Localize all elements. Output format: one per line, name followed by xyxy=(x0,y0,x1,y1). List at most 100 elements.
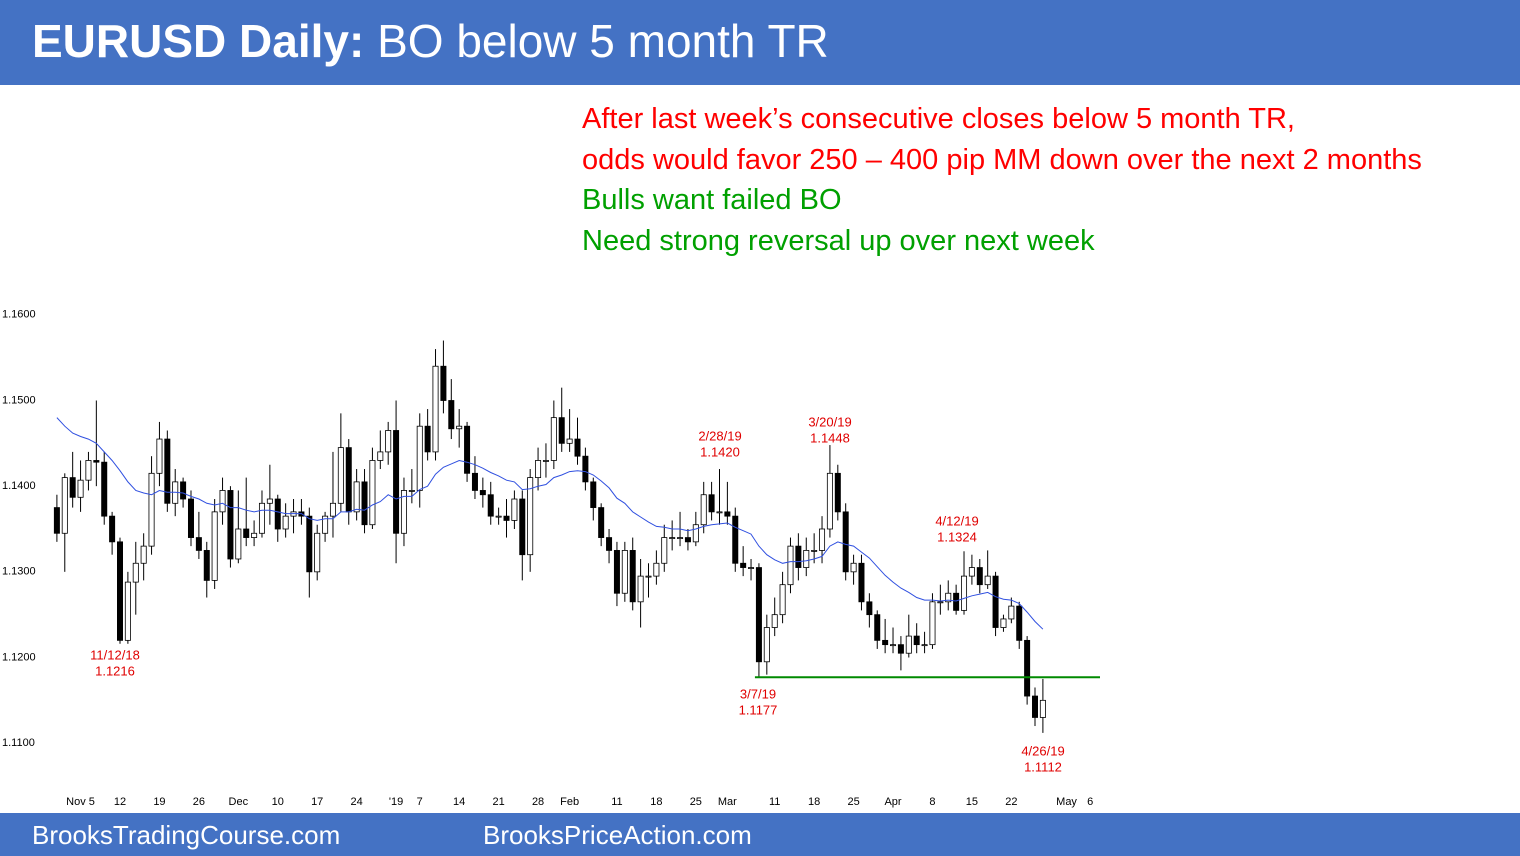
candle-body xyxy=(700,494,707,526)
candle-body xyxy=(187,498,194,538)
x-tick-label: 8 xyxy=(929,796,935,808)
x-tick-label: 25 xyxy=(847,796,859,808)
x-tick-label: 14 xyxy=(453,796,465,808)
candle-body xyxy=(740,562,747,568)
candle-body xyxy=(724,511,731,517)
candle-body xyxy=(258,502,265,534)
annotation-date: 4/12/19 xyxy=(935,513,978,528)
candle-body xyxy=(566,438,573,444)
candle-body xyxy=(850,562,857,573)
candle-body xyxy=(164,438,171,504)
candle-body xyxy=(219,490,226,513)
candle-body xyxy=(692,524,699,543)
x-tick-label: 11 xyxy=(611,796,622,808)
candle-body xyxy=(629,550,636,603)
candle-body xyxy=(819,528,826,551)
candle-body xyxy=(369,460,376,526)
x-tick-label: '19 xyxy=(389,796,403,808)
candle-body xyxy=(1016,605,1023,641)
candle-body xyxy=(337,447,344,504)
candle-body xyxy=(905,635,912,654)
candle-body xyxy=(69,477,76,498)
y-tick-label: 1.1400 xyxy=(2,480,36,492)
candle-body xyxy=(456,425,463,430)
candle-body xyxy=(826,472,833,530)
candle-body xyxy=(795,545,802,568)
candle-body xyxy=(101,461,108,517)
note-line: odds would favor 250 – 400 pip MM down o… xyxy=(582,143,1422,176)
candle-body xyxy=(811,550,818,552)
moving-average xyxy=(56,417,1044,630)
x-tick-label: 11 xyxy=(769,796,780,808)
candle-body xyxy=(945,592,952,603)
candle-body xyxy=(361,481,368,526)
candle-body xyxy=(495,515,502,518)
candle-body xyxy=(527,477,534,556)
candle-body xyxy=(677,537,684,539)
candle-body xyxy=(77,479,84,498)
annotation-date: 11/12/18 xyxy=(90,647,140,662)
candle-body xyxy=(937,601,944,604)
candle-body xyxy=(787,545,794,586)
candle-body xyxy=(535,460,542,479)
candle-body xyxy=(755,567,762,663)
annotation-price: 1.1216 xyxy=(95,663,135,678)
annotation-price: 1.1324 xyxy=(937,529,977,544)
x-tick-label: May xyxy=(1056,796,1077,808)
candle-body xyxy=(353,481,360,513)
candle-body xyxy=(1024,639,1031,697)
x-tick-label: 22 xyxy=(1005,796,1017,808)
candle-body xyxy=(897,644,904,654)
title: EURUSD Daily: BO below 5 month TR xyxy=(32,14,829,68)
candle-body xyxy=(195,537,202,551)
candle-body xyxy=(606,537,613,551)
annotation-price: 1.1177 xyxy=(739,702,778,717)
candle-body xyxy=(85,460,92,481)
candle-body xyxy=(716,511,723,514)
candle-body xyxy=(590,481,597,508)
x-tick-label: 24 xyxy=(351,796,363,808)
x-tick-label: 6 xyxy=(1087,796,1093,808)
x-tick-label: Mar xyxy=(718,796,737,808)
x-tick-label: 17 xyxy=(311,796,323,808)
candle-body xyxy=(432,365,439,453)
candle-body xyxy=(542,460,549,462)
candle-body xyxy=(732,515,739,564)
candle-body xyxy=(779,584,786,616)
annotation-price: 1.1448 xyxy=(810,430,850,445)
annotation-price: 1.1420 xyxy=(700,444,740,459)
annotation-date: 2/28/19 xyxy=(698,428,741,443)
candle-body xyxy=(314,532,321,573)
candle-body xyxy=(424,425,431,453)
notes: After last week’s consecutive closes bel… xyxy=(582,99,1422,261)
candle-body xyxy=(874,614,881,641)
x-tick-label: 12 xyxy=(114,796,126,808)
candle-body xyxy=(748,567,755,569)
candle-body xyxy=(211,511,218,581)
candle-body xyxy=(227,490,234,560)
candle-body xyxy=(992,575,999,628)
candle-body xyxy=(953,592,960,611)
x-tick-label: 18 xyxy=(650,796,662,808)
x-tick-label: 7 xyxy=(417,796,423,808)
candle-body xyxy=(803,550,810,568)
candle-body xyxy=(519,498,526,556)
candle-body xyxy=(511,498,518,521)
candle-body xyxy=(345,447,352,513)
candle-body xyxy=(763,627,770,663)
x-tick-label: Nov 5 xyxy=(66,796,95,808)
candle-body xyxy=(771,614,778,628)
candle-body xyxy=(866,601,873,616)
candle-body xyxy=(377,451,384,461)
x-tick-label: Dec xyxy=(229,796,249,808)
candle-body xyxy=(613,550,620,594)
note-line: Bulls want failed BO xyxy=(582,184,842,216)
header: EURUSD Daily: BO below 5 month TR xyxy=(0,0,1520,85)
candle-body xyxy=(117,541,124,641)
annotation-date: 3/7/19 xyxy=(740,686,776,701)
candle-body xyxy=(180,481,187,500)
candle-body xyxy=(385,430,392,453)
title-rest: BO below 5 month TR xyxy=(377,15,829,67)
candle-body xyxy=(582,455,589,483)
x-tick-label: 25 xyxy=(690,796,702,808)
